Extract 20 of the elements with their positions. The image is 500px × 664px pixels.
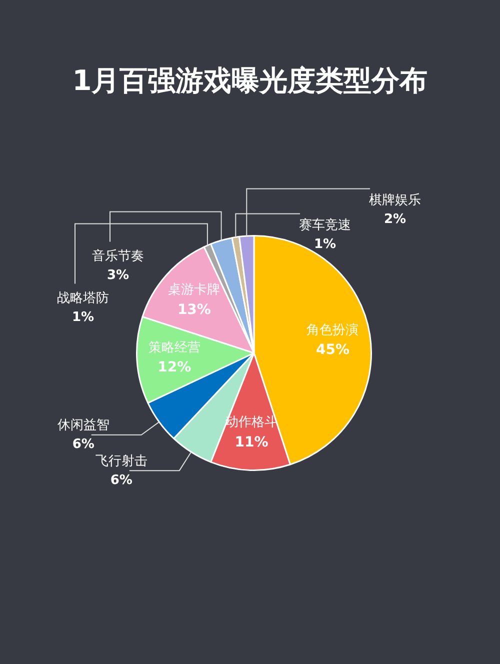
chart-title: 1月百强游戏曝光度类型分布 [71,63,429,99]
slice-label: 战略塔防 [57,291,109,306]
slice-label: 音乐节奏 [92,249,144,264]
data-label: 11% [234,434,268,450]
data-label: 13% [177,302,211,318]
slice-label: 飞行射击 [95,454,148,469]
slice-label: 桌游卡牌 [168,282,220,298]
slice-label: 策略经营 [148,340,200,356]
data-label: 6% [72,437,94,452]
data-label: 12% [158,360,192,376]
data-label: 2% [384,212,406,228]
data-label: 1% [314,237,336,252]
slice-label: 棋牌娱乐 [369,193,421,208]
data-label: 45% [316,342,350,358]
slice-label: 赛车竞速 [299,217,351,234]
data-label: 6% [110,472,132,488]
slice-label: 角色扮演 [306,322,359,338]
slice-label: 休闲益智 [57,418,110,434]
data-label: 1% [72,310,94,326]
data-label: 3% [106,268,130,284]
